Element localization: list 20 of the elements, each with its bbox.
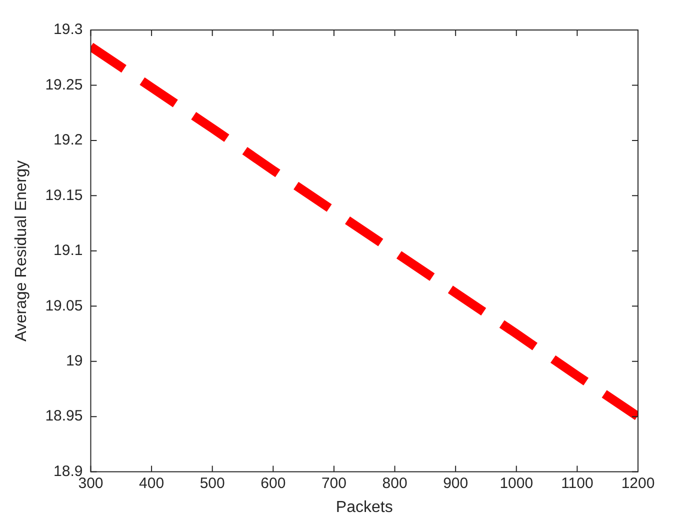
y-tick-label: 19 — [66, 352, 83, 370]
y-tick-label: 19.1 — [54, 242, 83, 260]
y-tick-label: 19.2 — [54, 132, 83, 149]
x-axis-title: Packets — [336, 498, 393, 516]
x-tick-label: 500 — [200, 474, 225, 492]
y-tick-label: 19.3 — [54, 21, 83, 38]
y-tick-label: 18.95 — [45, 408, 83, 425]
y-axis-title: Average Residual Energy — [13, 160, 30, 342]
x-tick-label: 300 — [78, 474, 104, 492]
y-tick-label: 19.05 — [45, 297, 83, 314]
x-tick-label: 1100 — [561, 474, 594, 492]
x-tick-label: 1200 — [621, 474, 655, 492]
x-tick-label: 900 — [443, 474, 468, 492]
y-tick-label: 19.25 — [45, 76, 83, 94]
x-tick-label: 1000 — [500, 474, 534, 492]
x-tick-label: 800 — [382, 474, 408, 492]
x-tick-label: 400 — [139, 474, 164, 492]
y-tick-label: 19.15 — [45, 186, 83, 204]
x-tick-label: 600 — [260, 474, 286, 492]
x-tick-label: 700 — [321, 474, 346, 492]
